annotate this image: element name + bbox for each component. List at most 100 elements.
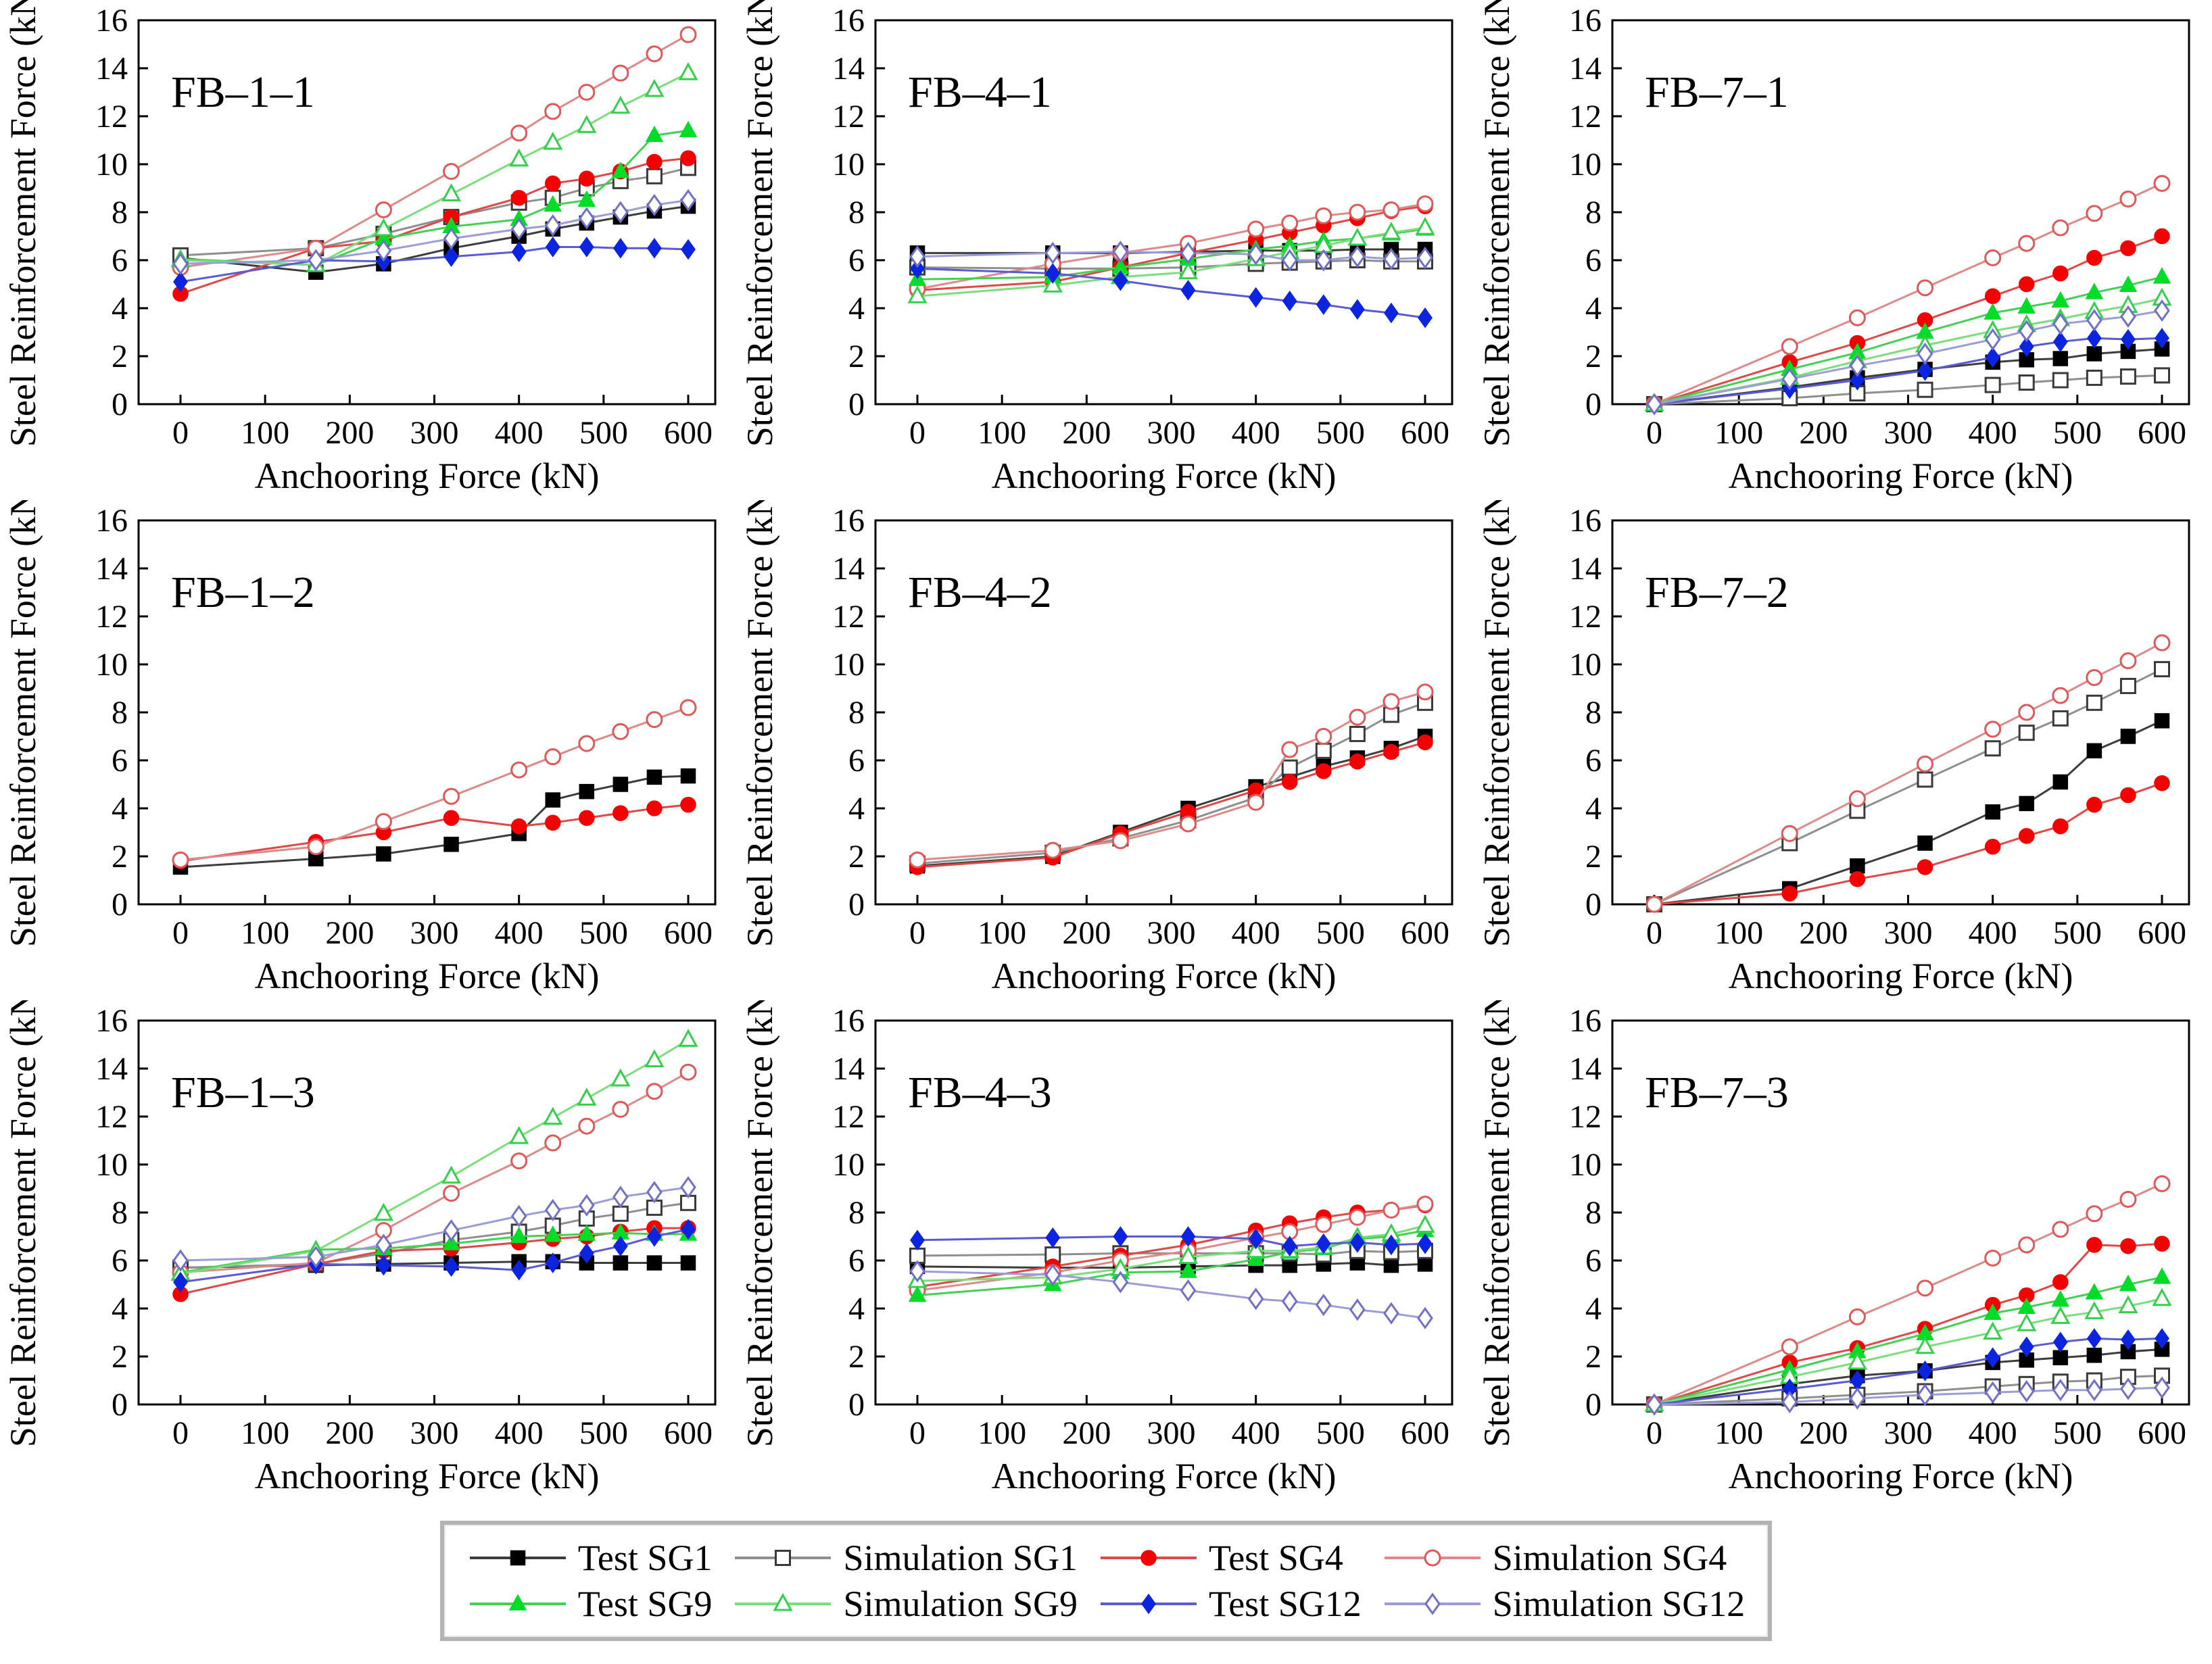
- y-tick-label: 12: [95, 599, 128, 635]
- legend-marker-test-sg1-icon: [469, 1550, 566, 1566]
- series-test-sg9: [1645, 1267, 2171, 1411]
- legend-label: Test SG4: [1209, 1538, 1343, 1578]
- x-tick-label: 0: [909, 415, 925, 451]
- x-tick-label: 0: [172, 915, 189, 951]
- chart-title: FB–7–1: [1645, 68, 1789, 117]
- series-line: [180, 1227, 688, 1296]
- y-tick-label: 16: [1569, 1003, 1602, 1039]
- series-line: [1654, 1298, 2163, 1406]
- series-line: [917, 205, 1426, 291]
- x-tick-label: 0: [1646, 415, 1662, 451]
- series-line: [1654, 1386, 2163, 1406]
- x-axis: 0 100 200 300 400 500 600: [172, 1395, 713, 1451]
- x-tick-label: 500: [579, 415, 628, 451]
- series-line: [180, 1228, 689, 1283]
- series-line: [1654, 374, 2163, 406]
- x-tick-label: 500: [2053, 415, 2102, 451]
- x-tick-label: 600: [1401, 1415, 1449, 1451]
- chart-title: FB–1–1: [171, 68, 315, 117]
- series-line: [917, 1204, 1426, 1288]
- series-line: [180, 1186, 689, 1262]
- y-axis-label: Steel Reinforcement Force (kN): [740, 1000, 780, 1447]
- series-sim-sg12: [1646, 299, 2170, 416]
- series-line: [1654, 182, 2163, 406]
- series-line: [1654, 337, 2163, 406]
- y-tick-label: 16: [1569, 503, 1602, 539]
- x-axis: 0 100 200 300 400 500 600: [1646, 395, 2186, 451]
- x-axis-label: Anchooring Force (kN): [255, 1456, 600, 1496]
- series-line: [180, 33, 689, 269]
- y-tick-label: 12: [95, 1099, 128, 1135]
- x-tick-label: 100: [1714, 1415, 1763, 1451]
- x-tick-label: 400: [1232, 415, 1280, 451]
- legend-marker-test-sg4-icon: [1101, 1550, 1197, 1566]
- chart-title: FB–4–1: [908, 68, 1052, 117]
- y-tick-label: 10: [832, 647, 865, 683]
- y-axis: 0 2 4 6 8 10 12 14 16: [832, 503, 885, 923]
- series-line: [180, 804, 689, 862]
- x-tick-label: 400: [495, 1415, 544, 1451]
- y-tick-label: 6: [112, 743, 128, 779]
- y-tick-label: 10: [832, 1147, 865, 1183]
- legend-label: Test SG9: [577, 1584, 713, 1624]
- y-tick-label: 8: [112, 695, 128, 731]
- x-tick-label: 0: [909, 915, 925, 951]
- x-axis: 0 100 200 300 400 500 600: [909, 895, 1449, 951]
- series-sim-sg12: [172, 189, 696, 275]
- y-tick-label: 14: [1569, 551, 1602, 587]
- series-line: [180, 199, 689, 265]
- y-tick-label: 14: [95, 551, 128, 587]
- y-tick-label: 2: [112, 1339, 128, 1375]
- chart-cell-6: 0 100 200 300 400 500 600 0 2 4 6 8 10 12 14 16 Anchoori…: [1474, 500, 2211, 1000]
- x-tick-label: 600: [2138, 1415, 2186, 1451]
- series-sim-sg4: [172, 1063, 697, 1281]
- y-tick-label: 6: [848, 1243, 865, 1279]
- series-sim-sg1: [1646, 661, 2170, 912]
- x-tick-label: 200: [1799, 415, 1848, 451]
- x-tick-label: 400: [495, 915, 544, 951]
- series-line: [1654, 1337, 2163, 1406]
- legend-label: Simulation SG1: [843, 1538, 1078, 1578]
- legend-item-sim-sg9: Simulation SG9: [732, 1583, 1078, 1625]
- x-axis: 0 100 200 300 400 500 600: [172, 395, 713, 451]
- x-axis-label: Anchooring Force (kN): [255, 956, 600, 996]
- legend-item-test-sg12: Test SG12: [1098, 1583, 1362, 1625]
- chart-cell-5: 0 100 200 300 400 500 600 0 2 4 6 8 10 12 14 16 Anchoori…: [737, 500, 1474, 1000]
- y-tick-label: 12: [832, 599, 865, 635]
- y-tick-label: 8: [1585, 1195, 1602, 1231]
- x-axis: 0 100 200 300 400 500 600: [909, 395, 1449, 451]
- series-line: [1654, 347, 2163, 406]
- chart-title: FB–7–2: [1645, 568, 1789, 617]
- y-tick-label: 10: [95, 647, 128, 683]
- y-axis-label: Steel Reinforcement Force (kN): [740, 0, 780, 447]
- x-tick-label: 400: [495, 415, 544, 451]
- y-axis-label: Steel Reinforcement Force (kN): [3, 500, 43, 947]
- series-line: [180, 246, 689, 283]
- x-tick-label: 500: [579, 1415, 628, 1451]
- legend: Test SG1 Simulation SG1 Test SG4 Simulation…: [439, 1521, 1773, 1641]
- x-axis-label: Anchooring Force (kN): [255, 456, 600, 496]
- x-tick-label: 100: [978, 415, 1026, 451]
- x-tick-label: 400: [1969, 415, 2017, 451]
- x-tick-label: 500: [2053, 1415, 2102, 1451]
- y-tick-label: 8: [112, 195, 128, 230]
- x-tick-label: 300: [410, 415, 459, 451]
- x-tick-label: 400: [1232, 1415, 1280, 1451]
- series-sim-sg12: [909, 1260, 1433, 1329]
- y-axis: 0 2 4 6 8 10 12 14 16: [832, 1003, 885, 1423]
- y-tick-label: 16: [1569, 3, 1602, 39]
- series-line: [180, 1231, 688, 1274]
- x-tick-label: 600: [2138, 415, 2186, 451]
- chart-cell-2: 0 100 200 300 400 500 600 0 2 4 6 8 10 12 14 16 Anchoori…: [737, 0, 1474, 500]
- x-tick-label: 200: [325, 915, 374, 951]
- x-tick-label: 500: [1316, 415, 1365, 451]
- y-tick-label: 6: [848, 243, 865, 278]
- x-tick-label: 500: [1316, 915, 1365, 951]
- y-tick-label: 14: [95, 1051, 128, 1087]
- chart-title: FB–7–3: [1645, 1068, 1789, 1117]
- series-line: [917, 1235, 1426, 1248]
- chart-title: FB–1–2: [171, 568, 315, 617]
- y-tick-label: 14: [1569, 1051, 1602, 1087]
- series-line: [1654, 310, 2163, 406]
